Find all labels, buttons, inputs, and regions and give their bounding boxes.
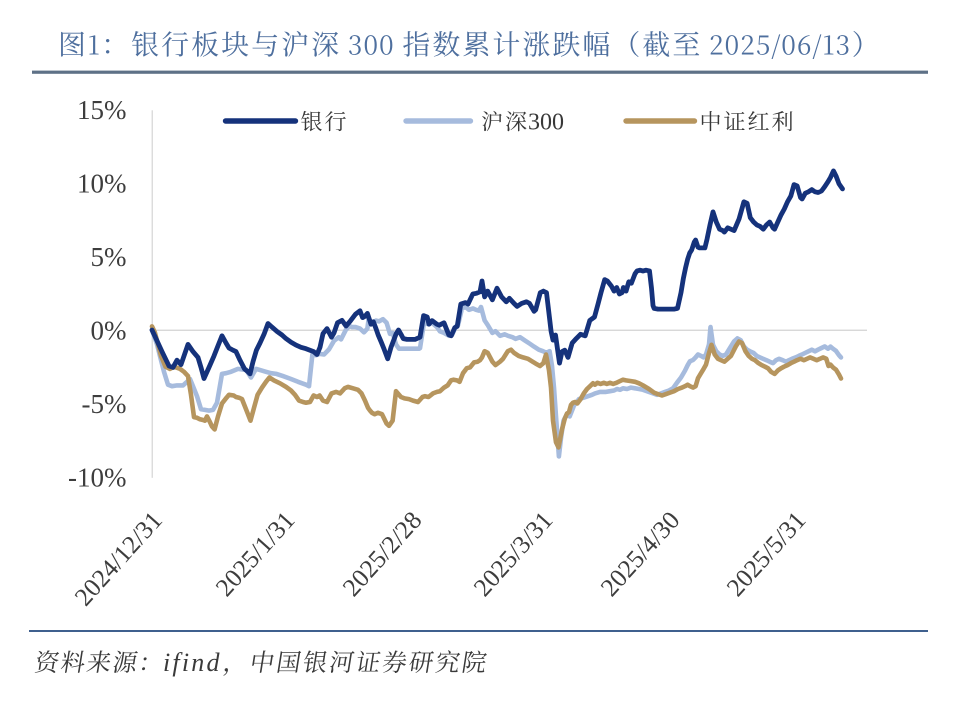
svg-text:ifind: ifind [163, 648, 222, 677]
svg-text:5%: 5% [91, 242, 127, 272]
svg-text:-5%: -5% [82, 389, 127, 419]
svg-text:-10%: -10% [68, 463, 126, 493]
svg-text:300: 300 [528, 110, 564, 136]
svg-text:0%: 0% [91, 316, 127, 346]
svg-text:15%: 15% [77, 95, 127, 125]
svg-text:10%: 10% [77, 169, 127, 199]
